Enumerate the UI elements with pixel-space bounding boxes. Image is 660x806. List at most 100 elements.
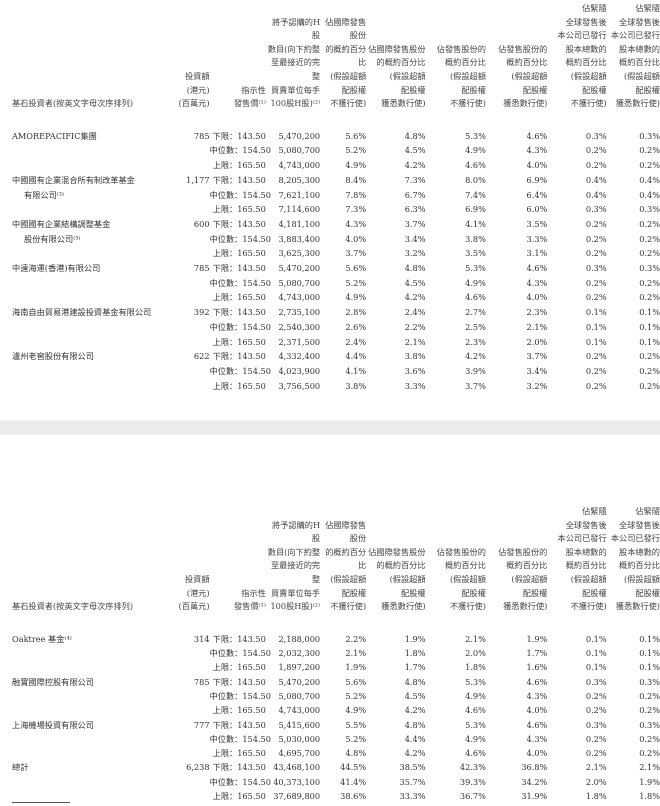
percentage-cell: 3.2% (526, 380, 548, 391)
percentage-cell: 0.2% (585, 380, 607, 391)
offer-price: 下限：143.50 (212, 351, 266, 362)
percentage-cell: 0.4% (639, 189, 660, 200)
investor-name (12, 143, 174, 158)
investor-name: 中國國有企業混合所有制改革基金 (12, 174, 135, 185)
column-header-shares: 將予認購的H股 數目(向下約整 至最接近的完整 買賣單位每手 100股H股)⁽²… (267, 16, 321, 109)
percentage-cell: 0.1% (639, 662, 660, 673)
column-header-p1: 佔國際發售股份 的概約百分比 (假設超額 配股權 不獲行使) (325, 519, 367, 612)
percentage-cell: 0.3% (639, 263, 660, 274)
column-header-p4: 佔發售股份的 概約百分比 (假設超額 配股權 獲悉數行使) (498, 43, 548, 109)
percentage-cell: 0.1% (585, 648, 607, 659)
offer-price: 中位數：154.50 (209, 776, 271, 787)
percentage-cell: 4.2% (404, 748, 426, 759)
percentage-cell: 4.9% (345, 160, 367, 171)
table-row: Oaktree 基金⁽⁴⁾ 314 下限：143.50 2,188,000 2.2% 1.… (12, 632, 660, 646)
percentage-cell: 0.1% (585, 336, 607, 347)
table-row: 上限：165.50 4,695,700 4.8% 4.2% 4.6% 4.0% 0.2% 0.… (12, 746, 660, 760)
investor-name (12, 660, 174, 674)
percentage-cell: 4.4% (404, 733, 426, 744)
percentage-cell: 2.4% (404, 307, 426, 318)
percentage-cell: 2.3% (526, 307, 548, 318)
percentage-cell: 4.6% (465, 748, 486, 759)
percentage-cell: 0.1% (585, 307, 607, 318)
percentage-cell: 36.7% (459, 791, 486, 802)
investor-name (12, 732, 174, 746)
percentage-cell: 3.3% (404, 380, 426, 391)
shares-count: 4,181,100 (278, 218, 321, 229)
offer-price: 上限：165.50 (212, 791, 266, 802)
percentage-cell: 3.7% (465, 380, 486, 391)
percentage-cell: 1.9% (639, 776, 660, 787)
offer-price: 中位數：154.50 (209, 189, 271, 200)
percentage-cell: 1.8% (404, 648, 426, 659)
table-row: 中位數：154.50 2,032,300 2.1% 1.8% 2.0% 1.7% 0.1% 0… (12, 646, 660, 660)
table-row: 海南自由貿易港建設投資基金有限公司 392 下限：143.50 2,735,100 2.… (12, 305, 660, 320)
investor-table: 基石投資者(按英文字母次序排列) 投資額(港元) (百萬元) 指示性 發售價⁽¹⁾ 將… (12, 505, 660, 803)
percentage-cell: 2.6% (345, 321, 367, 332)
percentage-cell: 4.5% (404, 690, 426, 701)
percentage-cell: 0.1% (639, 336, 660, 347)
investment-amount (174, 660, 210, 674)
percentage-cell: 4.9% (465, 277, 486, 288)
percentage-cell: 0.2% (585, 690, 607, 701)
percentage-cell: 0.2% (585, 145, 607, 156)
column-header-price: 指示性 發售價⁽¹⁾ (233, 587, 266, 612)
percentage-cell: 0.2% (585, 160, 607, 171)
percentage-cell: 3.7% (345, 248, 367, 259)
investment-amount: 1,177 (186, 174, 210, 185)
offer-price: 上限：165.50 (212, 204, 266, 215)
percentage-cell: 7.3% (404, 174, 426, 185)
percentage-cell: 1.8% (585, 791, 607, 802)
percentage-cell: 5.3% (465, 263, 486, 274)
percentage-cell: 1.9% (404, 633, 426, 644)
percentage-cell: 0.2% (639, 733, 660, 744)
percentage-cell: 4.6% (526, 263, 548, 274)
table-row: 上限：165.50 37,689,800 38.6% 33.3% 36.7% 31.9% 1… (12, 789, 660, 803)
percentage-cell: 38.5% (399, 762, 426, 773)
percentage-cell: 4.6% (526, 719, 548, 730)
percentage-cell: 4.5% (404, 145, 426, 156)
percentage-cell: 6.3% (404, 204, 426, 215)
percentage-cell: 1.7% (404, 662, 426, 673)
cornerstone-table-page-2: 基石投資者(按英文字母次序排列) 投資額(港元) (百萬元) 指示性 發售價⁽¹⁾ 將… (0, 505, 660, 803)
shares-count: 4,743,000 (278, 292, 321, 303)
investor-name: 有限公司⁽³⁾ (24, 189, 65, 200)
percentage-cell: 0.1% (585, 662, 607, 673)
percentage-cell: 4.9% (345, 292, 367, 303)
percentage-cell: 4.9% (345, 705, 367, 716)
percentage-cell: 1.9% (345, 662, 367, 673)
percentage-cell: 4.0% (526, 292, 548, 303)
offer-price: 下限：143.50 (212, 130, 266, 141)
table-row: AMOREPACIFIC集團 785 下限：143.50 5,470,200 5.6% 4… (12, 129, 660, 144)
column-header-p4: 佔發售股份的 概約百分比 (假設超額 配股權 獲悉數行使) (498, 546, 548, 612)
header-row: 基石投資者(按英文字母次序排列) 投資額(港元) (百萬元) 指示性 發售價⁽¹⁾ 將… (12, 505, 660, 632)
percentage-cell: 3.1% (526, 248, 548, 259)
shares-count: 5,470,200 (278, 676, 321, 687)
percentage-cell: 0.3% (585, 204, 607, 215)
footnote-rule (12, 802, 70, 803)
investor-name (12, 646, 174, 660)
percentage-cell: 0.2% (639, 145, 660, 156)
column-header-amount: 投資額(港元) (百萬元) (178, 573, 210, 612)
percentage-cell: 4.1% (465, 218, 486, 229)
offer-price: 下限：143.50 (212, 719, 266, 730)
percentage-cell: 4.4% (345, 351, 367, 362)
offer-price: 下限：143.50 (212, 174, 266, 185)
table-row: 中國國有企業結構調整基金 600 下限：143.50 4,181,100 4.3% 3.7… (12, 217, 660, 232)
investment-amount (174, 732, 210, 746)
table-row: 股份有限公司⁽³⁾ 中位數：154.50 3,883,400 4.0% 3.4% 3.8%… (12, 232, 660, 247)
percentage-cell: 4.0% (526, 705, 548, 716)
investor-name: 中國國有企業結構調整基金 (12, 218, 111, 229)
percentage-cell: 4.0% (526, 160, 548, 171)
percentage-cell: 6.9% (526, 174, 548, 185)
percentage-cell: 5.2% (345, 733, 367, 744)
percentage-cell: 5.2% (345, 690, 367, 701)
investment-amount: 600 (193, 218, 210, 229)
percentage-cell: 0.1% (639, 648, 660, 659)
percentage-cell: 4.2% (404, 292, 426, 303)
investor-name: AMOREPACIFIC集團 (12, 130, 97, 141)
investment-amount (174, 646, 210, 660)
investor-name: 上海機場投資有限公司 (12, 719, 94, 730)
percentage-cell: 3.5% (526, 218, 548, 229)
percentage-cell: 8.0% (465, 174, 486, 185)
